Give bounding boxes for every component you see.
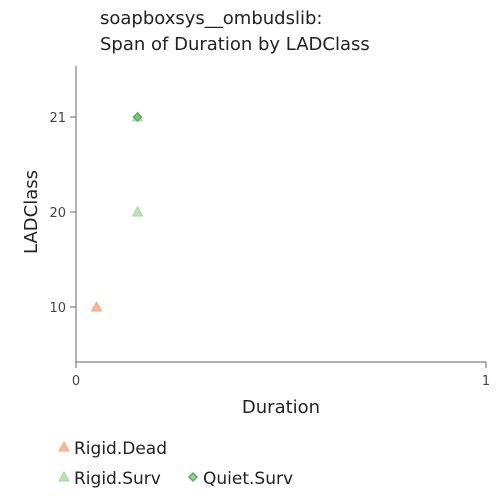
data-point xyxy=(131,205,144,217)
chart-title-line-2: Span of Duration by LADClass xyxy=(100,34,370,55)
legend-label: Quiet.Surv xyxy=(203,469,293,489)
y-axis-ticks: 10 20 21 xyxy=(49,111,76,316)
y-tick-label: 20 xyxy=(49,206,66,221)
data-point xyxy=(90,300,103,312)
legend-marker xyxy=(58,470,70,482)
chart-title-line-1: soapboxsys__ombudslib: xyxy=(100,8,322,29)
legend-item: Rigid.Dead xyxy=(58,439,167,459)
y-axis-title: LADClass xyxy=(21,170,42,254)
x-axis-title: Duration xyxy=(242,397,320,418)
legend-item: Quiet.Surv xyxy=(187,469,293,489)
legend-label: Rigid.Dead xyxy=(74,439,167,459)
x-tick-label: 0 xyxy=(72,374,80,389)
chart-title: soapboxsys__ombudslib: Span of Duration … xyxy=(100,8,370,55)
data-points xyxy=(90,110,144,312)
y-tick-label: 21 xyxy=(49,111,66,126)
x-tick-label: 1 xyxy=(482,374,490,389)
legend-marker xyxy=(58,440,70,452)
legend: Rigid.Dead Rigid.Surv Quiet.Surv xyxy=(58,439,293,489)
legend-item: Rigid.Surv xyxy=(58,469,161,489)
data-point xyxy=(132,111,143,123)
y-tick-label: 10 xyxy=(49,301,66,316)
legend-marker xyxy=(187,471,199,483)
legend-label: Rigid.Surv xyxy=(74,469,161,489)
